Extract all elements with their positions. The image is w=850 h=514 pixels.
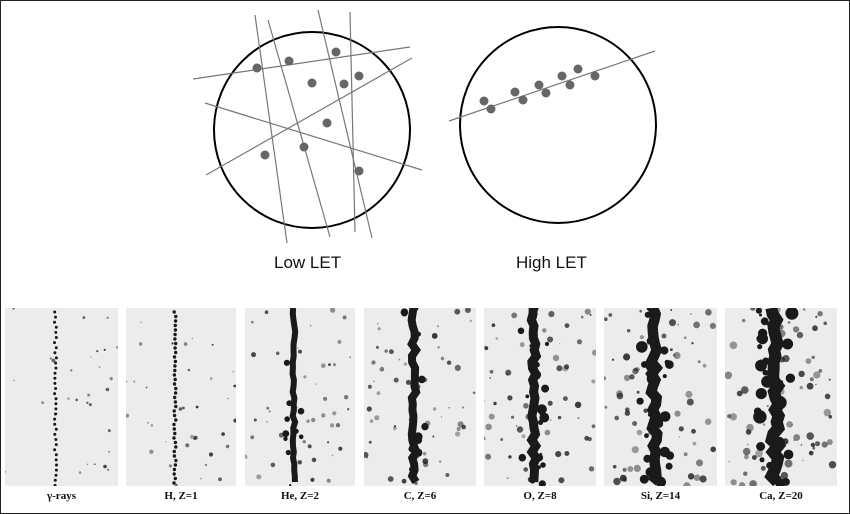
let-diagrams [192,9,657,244]
high-let-ionizations [479,64,600,114]
ionization-dot [260,150,270,160]
ionization-dot [284,56,294,66]
ionization-dot [557,71,567,81]
ionization-dot [322,118,332,128]
track-panel [725,308,837,486]
ionization-dot [486,104,496,114]
track-panel [126,308,236,486]
ionization-dot [565,80,575,90]
ionization-dot [573,64,583,74]
panel-caption: Si, Z=14 [640,490,681,502]
ionization-dot [339,79,349,89]
track-line [204,102,423,171]
ionization-dot [479,96,489,106]
track-panel [364,308,476,486]
high-let-track [448,50,656,122]
low-let-circle [213,31,411,229]
track-panel [484,308,596,486]
panel-caption: He, Z=2 [280,490,320,502]
track-micrograph [484,308,596,486]
ionization-dot [541,88,551,98]
ionization-dot [518,95,528,105]
ionization-dot [252,63,262,73]
panel-caption: Ca, Z=20 [759,490,803,502]
ionization-dot [354,166,364,176]
track-line [349,11,356,233]
ionization-dot [299,142,309,152]
track-line [205,57,413,176]
panel-caption: O, Z=8 [523,490,557,502]
track-micrograph [725,308,837,486]
ionization-dot [307,78,317,88]
panel-caption: γ-rays [47,490,76,502]
track-panel [5,308,118,486]
high-let-circle [459,26,657,224]
high-let-diagram [448,26,657,224]
track-micrograph [5,308,118,486]
panel-caption: H, Z=1 [164,490,198,502]
low-let-ionizations [252,47,364,176]
ionization-dot [590,71,600,81]
track-micrograph [245,308,352,486]
track-panel [245,308,355,486]
ionization-dot [510,87,520,97]
track-panel [604,308,717,486]
low-let-tracks [192,9,423,244]
ionization-dot [331,47,341,57]
track-line [317,9,373,239]
track-line [267,19,331,238]
track-micrograph [604,308,716,486]
track-micrograph [126,310,236,486]
high-let-label: High LET [516,253,587,272]
track-line [254,14,288,244]
low-let-label: Low LET [274,253,342,272]
ionization-dot [354,71,364,81]
ionization-dot [534,80,544,90]
panel-caption: C, Z=6 [403,490,437,502]
track-micrograph [364,308,476,485]
track-line [192,46,411,80]
low-let-diagram [192,9,423,244]
